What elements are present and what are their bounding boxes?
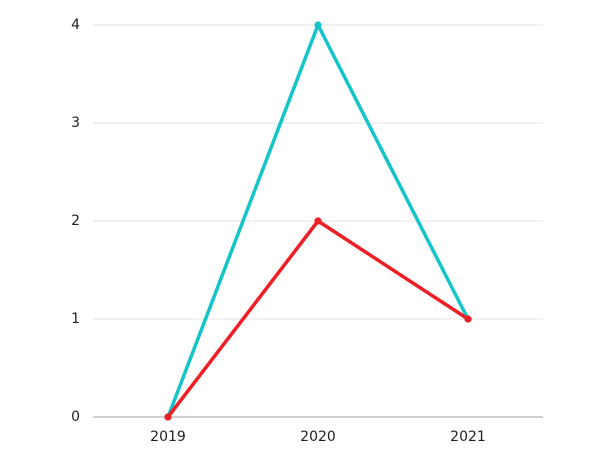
y-tick-label: 3 (71, 115, 80, 131)
series-2-point (314, 217, 322, 225)
series-2-point (164, 413, 172, 421)
y-tick-label: 2 (71, 213, 80, 229)
x-tick-label: 2020 (300, 429, 336, 445)
gridlines (93, 24, 543, 320)
x-axis-ticks: 2019 2020 2021 (150, 429, 486, 445)
x-tick-label: 2021 (450, 429, 486, 445)
series-1-point (314, 21, 322, 29)
y-axis-ticks: 0 1 2 3 4 (71, 17, 80, 425)
y-tick-label: 0 (71, 409, 80, 425)
x-tick-label: 2019 (150, 429, 186, 445)
series-markers (164, 21, 472, 421)
y-tick-label: 4 (71, 17, 80, 33)
series-2-point (464, 315, 472, 323)
y-tick-label: 1 (71, 311, 80, 327)
